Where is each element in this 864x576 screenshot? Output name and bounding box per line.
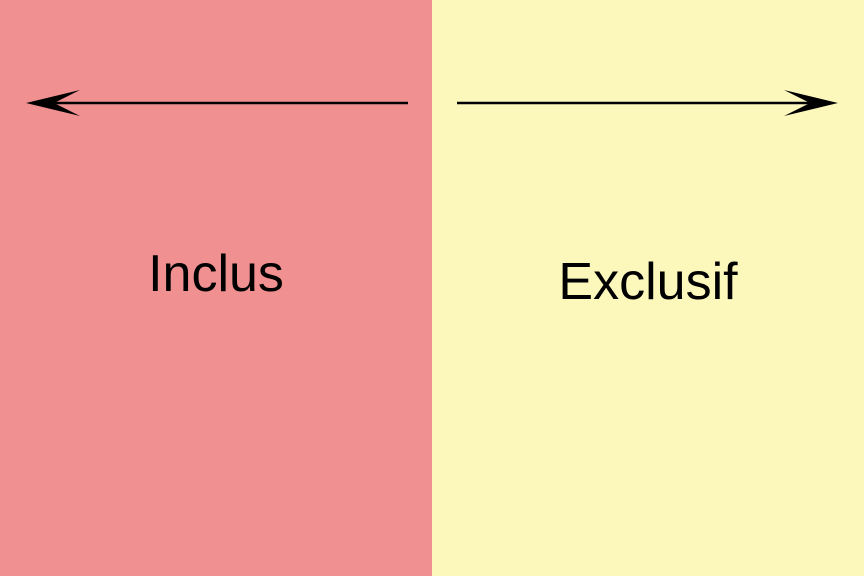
left-arrow-head (26, 90, 80, 116)
exclusive-panel: Exclusif (432, 0, 864, 576)
inclusive-label: Inclus (148, 245, 284, 303)
left-arrow-icon (26, 90, 408, 116)
exclusive-label: Exclusif (558, 253, 738, 311)
inclusive-panel: Inclus (0, 0, 432, 576)
right-arrow-head (784, 90, 838, 116)
right-arrow-icon (457, 90, 838, 116)
